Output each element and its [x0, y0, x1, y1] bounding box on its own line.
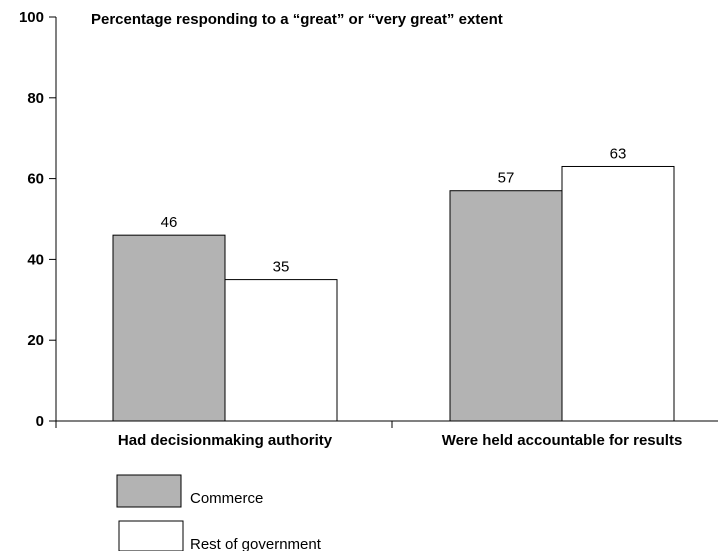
data-label-2-1: 57 [498, 170, 515, 187]
legend-swatch-2 [118, 520, 184, 551]
legend-label-1: Commerce [190, 490, 263, 507]
data-label-2-2: 63 [610, 145, 627, 162]
data-label-1-1: 46 [161, 214, 178, 231]
y-tick-label-80: 80 [27, 90, 44, 107]
bars: 46 35 Had decisionmaking authority 57 63 Were… [112, 145, 683, 449]
legend-swatch-1 [116, 474, 182, 508]
y-tick-label-100: 100 [19, 9, 44, 26]
bar-1-2 [224, 279, 338, 422]
legend: Commerce Rest of government [116, 474, 322, 551]
chart-title: Percentage responding to a “great” or “v… [91, 11, 503, 28]
category-label-1: Had decisionmaking authority [118, 432, 333, 449]
y-tick-label-0: 0 [36, 413, 44, 430]
y-tick-label-60: 60 [27, 171, 44, 188]
bar-1-1 [112, 234, 226, 422]
category-label-2: Were held accountable for results [442, 432, 683, 449]
y-tick-label-40: 40 [27, 251, 44, 268]
data-label-1-2: 35 [273, 259, 290, 276]
bar-2-1 [449, 190, 563, 422]
y-tick-label-20: 20 [27, 332, 44, 349]
bar-2-2 [561, 165, 675, 422]
legend-label-2: Rest of government [190, 536, 322, 551]
